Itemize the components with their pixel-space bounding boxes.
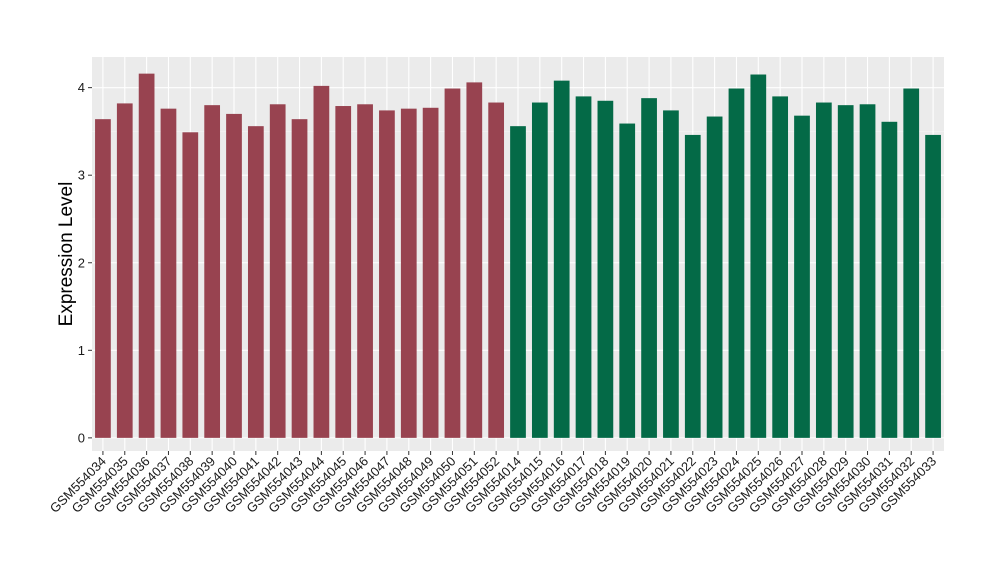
bar-GSM554026	[772, 96, 789, 438]
bars	[95, 73, 941, 438]
bar-GSM554041	[247, 126, 264, 438]
bar-GSM554039	[204, 105, 221, 438]
bar-GSM554038	[182, 132, 199, 438]
bar-GSM554045	[335, 106, 352, 438]
bar-GSM554052	[488, 102, 505, 438]
bar-GSM554030	[859, 104, 876, 438]
bar-GSM554034	[95, 119, 111, 438]
bar-GSM554048	[400, 108, 417, 438]
y-axis: 0 1 2 3 4	[78, 80, 92, 445]
y-tick-label: 1	[78, 343, 85, 358]
bar-GSM554019	[619, 123, 636, 438]
bar-GSM554031	[881, 121, 898, 438]
bar-GSM554044	[313, 85, 330, 438]
bar-GSM554024	[728, 88, 745, 438]
bar-GSM554036	[138, 73, 155, 438]
y-tick-label: 3	[78, 168, 85, 183]
bar-GSM554051	[466, 82, 483, 438]
bar-GSM554042	[269, 104, 286, 438]
y-tick-label: 0	[78, 430, 85, 445]
bar-GSM554022	[684, 134, 701, 438]
bar-GSM554046	[357, 104, 373, 438]
bar-GSM554028	[815, 102, 832, 438]
bar-GSM554015	[531, 102, 548, 438]
x-axis: GSM554034GSM554035GSM554036GSM554037GSM5…	[47, 451, 939, 516]
bar-GSM554033	[925, 134, 941, 438]
bar-GSM554016	[553, 80, 570, 438]
bar-GSM554023	[706, 116, 723, 438]
bar-GSM554017	[575, 96, 592, 438]
bar-GSM554018	[597, 100, 614, 438]
bar-GSM554035	[116, 103, 133, 438]
y-tick-label: 2	[78, 255, 85, 270]
bar-GSM554043	[291, 119, 308, 438]
bar-GSM554029	[837, 105, 854, 438]
bar-GSM554037	[160, 108, 177, 438]
bar-GSM554020	[641, 98, 657, 438]
bar-GSM554049	[422, 107, 439, 438]
bar-GSM554021	[663, 110, 679, 438]
bar-GSM554047	[379, 110, 395, 438]
bar-GSM554032	[903, 88, 920, 438]
bar-GSM554027	[794, 115, 810, 438]
bar-GSM554025	[750, 74, 767, 438]
y-axis-title: Expression Level	[56, 182, 77, 327]
bar-GSM554014	[510, 126, 526, 438]
y-tick-label: 4	[78, 80, 85, 95]
bar-GSM554050	[444, 88, 461, 438]
bar-GSM554040	[226, 113, 242, 438]
